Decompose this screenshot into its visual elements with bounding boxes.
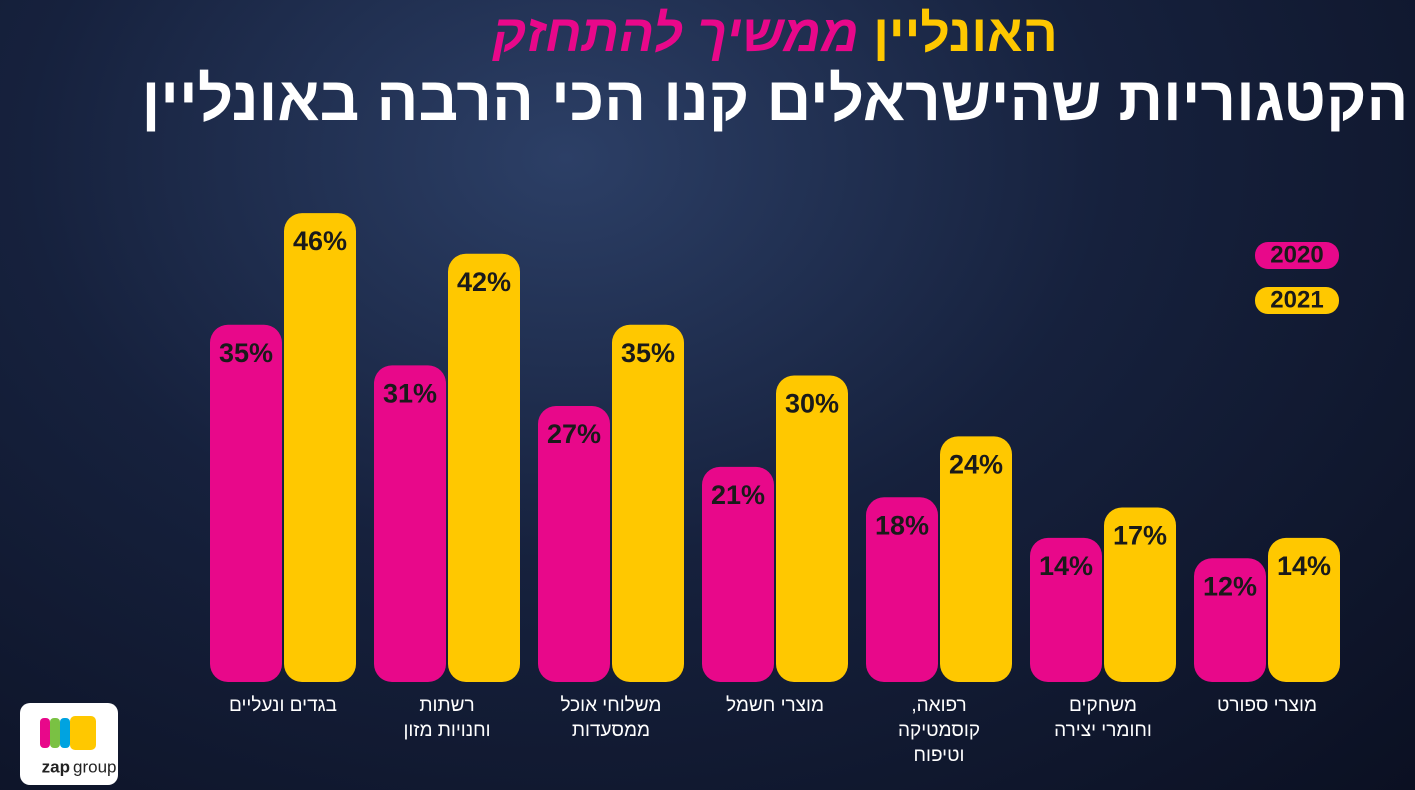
value-label: 12% <box>1203 571 1257 601</box>
title-rest: ממשיך להתחזק <box>492 5 859 63</box>
value-label: 31% <box>383 378 437 408</box>
category-label: וטיפוח <box>914 745 965 766</box>
bar <box>284 213 356 682</box>
category-label: ממסעדות <box>572 720 650 741</box>
value-label: 21% <box>711 480 765 510</box>
value-label: 35% <box>219 338 273 368</box>
category-label: משחקים <box>1069 695 1137 716</box>
bar <box>1194 558 1266 682</box>
legend-label: 2021 <box>1270 286 1323 313</box>
logo-brand: zap <box>42 757 70 776</box>
bar <box>702 466 774 682</box>
bar <box>538 405 610 682</box>
logo-stripe <box>60 718 70 748</box>
legend-label: 2020 <box>1270 241 1323 268</box>
category-label: בגדים ונעליים <box>229 695 337 716</box>
subtitle: הקטגוריות שהישראלים קנו הכי הרבה באונליי… <box>141 65 1409 134</box>
value-label: 42% <box>457 267 511 297</box>
bar <box>1104 507 1176 682</box>
title-highlight: האונליין <box>873 5 1058 63</box>
value-label: 14% <box>1277 551 1331 581</box>
bar <box>1268 537 1340 682</box>
category-label: וחומרי יצירה <box>1054 720 1152 741</box>
bar <box>374 365 446 682</box>
bar <box>210 324 282 682</box>
value-label: 27% <box>547 419 601 449</box>
category-label: משלוחי אוכל <box>561 695 662 716</box>
bar <box>448 253 520 682</box>
legend-swatch <box>1255 287 1339 314</box>
value-label: 24% <box>949 450 1003 480</box>
value-label: 17% <box>1113 521 1167 551</box>
category-label: וחנויות מזון <box>403 720 490 741</box>
bar <box>1030 537 1102 682</box>
bar <box>776 375 848 682</box>
value-label: 14% <box>1039 551 1093 581</box>
logo-stripe <box>50 718 60 748</box>
logo-suffix: group <box>73 757 116 776</box>
logo-stripe <box>40 718 50 748</box>
value-label: 30% <box>785 389 839 419</box>
value-label: 18% <box>875 510 929 540</box>
category-label: רפואה, <box>911 695 966 716</box>
category-label: רשתות <box>419 695 474 716</box>
title: האונליין ממשיך להתחזק <box>0 4 1415 64</box>
category-label: מוצרי ספורט <box>1217 695 1317 716</box>
bar <box>612 324 684 682</box>
legend-swatch <box>1255 242 1339 269</box>
value-label: 35% <box>621 338 675 368</box>
category-label: מוצרי חשמל <box>726 695 824 716</box>
bar <box>940 436 1012 682</box>
value-label: 46% <box>293 226 347 256</box>
logo-icon <box>70 716 96 750</box>
category-label: קוסמטיקה <box>898 720 980 741</box>
bar <box>866 497 938 682</box>
